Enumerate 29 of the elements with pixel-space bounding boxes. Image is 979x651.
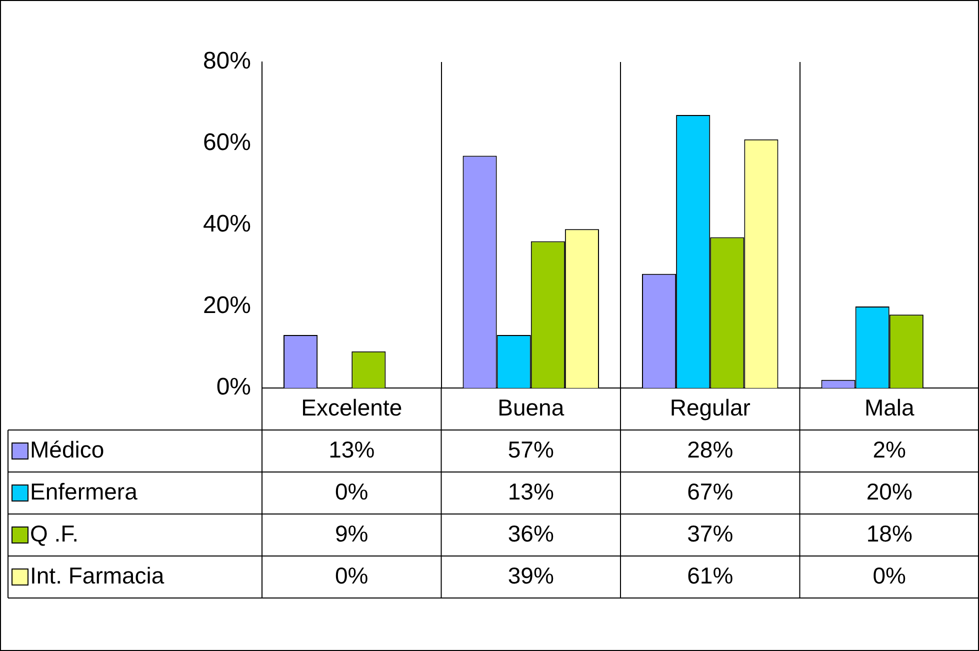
- data-label: 20%: [866, 478, 912, 504]
- data-label: 18%: [866, 520, 912, 546]
- y-tick-label: 0%: [216, 374, 251, 401]
- data-label: 28%: [687, 436, 734, 462]
- y-tick-label: 80%: [202, 48, 251, 75]
- data-label: 39%: [508, 562, 554, 588]
- legend-label: Int. Farmacia: [30, 562, 164, 588]
- x-tick-label: Buena: [498, 394, 564, 420]
- data-label: 36%: [508, 520, 554, 546]
- x-tick-label: Regular: [670, 394, 751, 420]
- data-label: 9%: [335, 520, 368, 546]
- legend-label: Q .F.: [30, 520, 79, 546]
- y-tick-label: 40%: [202, 210, 251, 238]
- data-label: 13%: [508, 478, 554, 504]
- legend-label: Médico: [30, 436, 104, 462]
- x-tick-label: Excelente: [301, 394, 402, 420]
- data-label: 61%: [687, 562, 734, 588]
- data-label: 0%: [335, 478, 368, 504]
- data-label: 37%: [687, 520, 734, 546]
- y-tick-label: 20%: [202, 292, 251, 320]
- data-label: 67%: [687, 478, 734, 504]
- x-tick-label: Mala: [864, 394, 915, 420]
- data-label: 0%: [872, 562, 906, 588]
- legend-label: Enfermera: [30, 478, 138, 504]
- y-tick-label: 60%: [202, 129, 251, 156]
- data-label: 57%: [508, 436, 554, 462]
- data-label: 13%: [328, 436, 375, 462]
- data-label: 2%: [872, 436, 906, 462]
- data-label: 0%: [335, 562, 368, 588]
